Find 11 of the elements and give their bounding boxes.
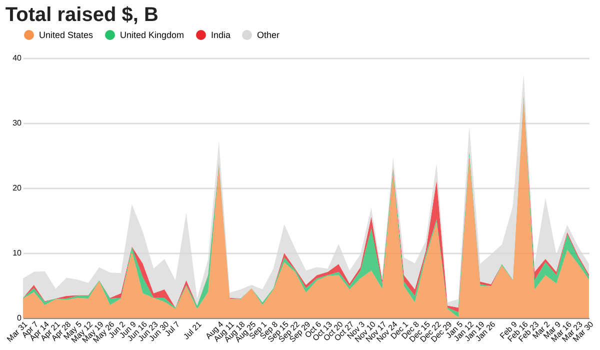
y-tick-label: 10 xyxy=(12,248,22,258)
x-tick-label: Jul 21 xyxy=(182,319,204,342)
legend-label: United States xyxy=(39,30,94,40)
chart-title: Total raised $, B xyxy=(5,4,158,26)
y-tick-label: 20 xyxy=(12,184,22,192)
legend-label: United Kingdom xyxy=(120,30,184,40)
y-tick-label: 30 xyxy=(12,118,22,128)
legend-label: India xyxy=(211,30,231,40)
legend-label: Other xyxy=(257,30,280,40)
y-tick-label: 40 xyxy=(12,54,22,62)
y-tick-label: 0 xyxy=(17,314,22,322)
